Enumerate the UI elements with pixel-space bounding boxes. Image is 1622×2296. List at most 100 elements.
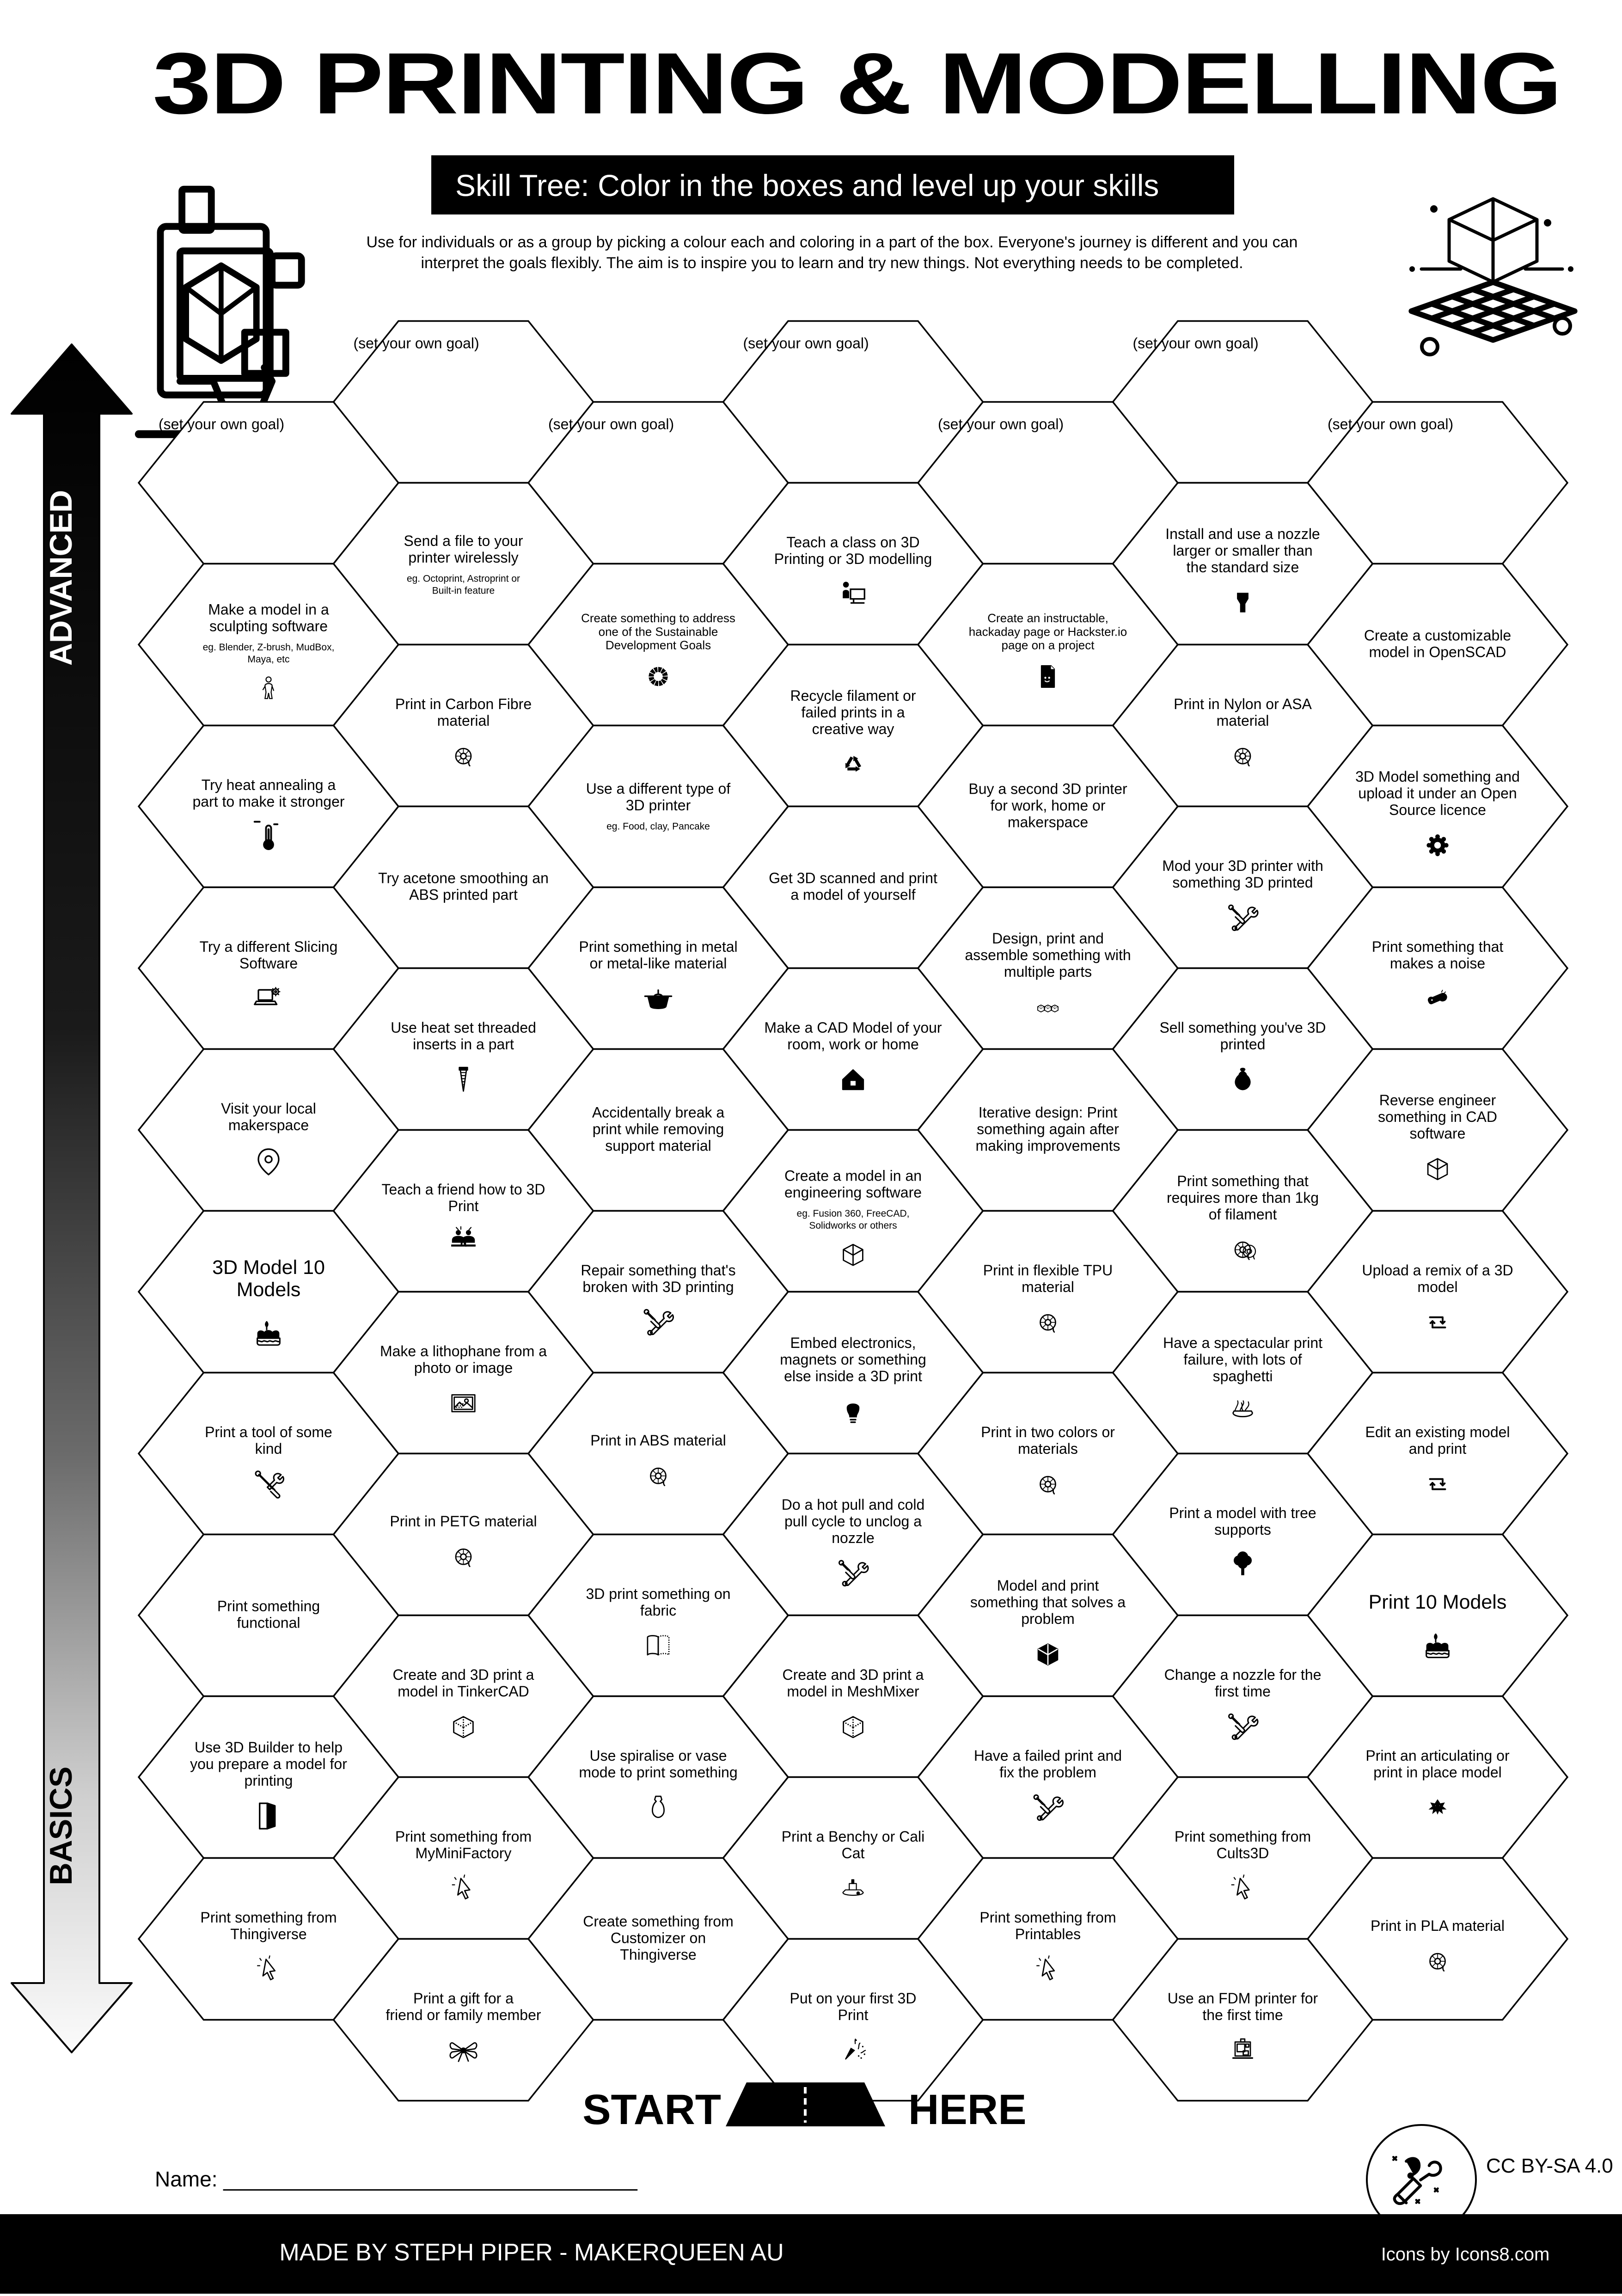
svg-text:Accidentally break a: Accidentally break a (592, 1104, 725, 1121)
svg-text:model in OpenSCAD: model in OpenSCAD (1369, 643, 1506, 660)
svg-text:fix the problem: fix the problem (999, 1764, 1096, 1781)
svg-text:Customizer on: Customizer on (611, 1930, 706, 1947)
svg-text:Edit an existing model: Edit an existing model (1365, 1424, 1510, 1440)
svg-text:Software: Software (239, 955, 298, 972)
svg-text:Print a Benchy or Cali: Print a Benchy or Cali (782, 1828, 924, 1845)
svg-text:engineering software: engineering software (784, 1184, 922, 1200)
svg-text:model in TinkerCAD: model in TinkerCAD (398, 1683, 529, 1700)
svg-text:Make a lithophane from a: Make a lithophane from a (380, 1343, 547, 1359)
svg-text:Source licence: Source licence (1389, 802, 1486, 818)
svg-text:Try a different Slicing: Try a different Slicing (200, 938, 338, 955)
svg-text:first time: first time (1215, 1683, 1271, 1700)
svg-text:HERE: HERE (908, 2086, 1027, 2133)
svg-text:sculpting software: sculpting software (209, 618, 328, 634)
svg-text:3D print something on: 3D print something on (586, 1586, 730, 1602)
svg-text:Printing or 3D modelling: Printing or 3D modelling (774, 551, 932, 567)
svg-text:Have a failed print and: Have a failed print and (974, 1747, 1122, 1764)
svg-text:functional: functional (237, 1614, 300, 1631)
svg-text:hackaday page or Hackster.io: hackaday page or Hackster.io (969, 625, 1127, 638)
svg-text:support material: support material (605, 1137, 711, 1154)
svg-text:Print something from: Print something from (395, 1828, 532, 1845)
svg-text:3D Model something and: 3D Model something and (1355, 768, 1520, 785)
svg-text:Upload a remix of a 3D: Upload a remix of a 3D (1362, 1262, 1513, 1279)
svg-text:makes a noise: makes a noise (1390, 955, 1485, 972)
svg-text:assemble something with: assemble something with (965, 947, 1131, 963)
svg-text:or metal-like material: or metal-like material (590, 955, 727, 972)
svg-text:makerspace: makerspace (228, 1117, 309, 1133)
svg-text:Built-in feature: Built-in feature (432, 586, 495, 596)
svg-text:broken with 3D printing: broken with 3D printing (582, 1279, 734, 1295)
svg-text:Design, print and: Design, print and (992, 930, 1104, 947)
svg-text:Print something: Print something (217, 1598, 320, 1615)
svg-text:(set your own goal): (set your own goal) (1133, 335, 1259, 352)
svg-text:(set your own goal): (set your own goal) (743, 335, 869, 352)
svg-text:pull cycle to unclog a: pull cycle to unclog a (784, 1513, 922, 1530)
svg-text:Maya, etc: Maya, etc (247, 654, 289, 665)
svg-text:eg. Octoprint, Astroprint or: eg. Octoprint, Astroprint or (407, 574, 520, 584)
svg-text:material: material (1022, 1279, 1074, 1295)
svg-text:Print a gift for a: Print a gift for a (413, 1990, 514, 2007)
svg-text:a model of yourself: a model of yourself (790, 886, 915, 903)
svg-text:printer wirelessly: printer wirelessly (408, 549, 518, 566)
svg-text:Use heat set threaded: Use heat set threaded (391, 1019, 536, 1036)
svg-text:Icons by Icons8.com: Icons by Icons8.com (1381, 2244, 1550, 2265)
svg-text:problem: problem (1021, 1610, 1075, 1627)
svg-text:Buy a second 3D printer: Buy a second 3D printer (968, 781, 1127, 797)
svg-text:inserts in a part: inserts in a part (413, 1036, 514, 1053)
svg-text:ADVANCED: ADVANCED (43, 490, 79, 666)
svg-text:3D printer: 3D printer (626, 797, 691, 814)
svg-text:Reverse engineer: Reverse engineer (1379, 1092, 1496, 1108)
svg-text:Recycle filament or: Recycle filament or (790, 687, 916, 704)
svg-text:(set your own goal): (set your own goal) (159, 416, 284, 433)
svg-text:Embed electronics,: Embed electronics, (790, 1335, 916, 1351)
svg-text:Print in PETG material: Print in PETG material (390, 1513, 537, 1530)
svg-text:Change a nozzle for the: Change a nozzle for the (1164, 1666, 1322, 1683)
svg-text:multiple parts: multiple parts (1004, 963, 1092, 980)
svg-text:materials: materials (1018, 1440, 1078, 1457)
svg-text:something again after: something again after (977, 1121, 1119, 1138)
svg-text:eg. Blender, Z-brush, MudBox,: eg. Blender, Z-brush, MudBox, (203, 642, 335, 653)
svg-text:Print: Print (838, 2007, 869, 2023)
svg-text:Print a model with tree: Print a model with tree (1169, 1505, 1316, 1521)
svg-text:Sell something you've 3D: Sell something you've 3D (1159, 1019, 1326, 1036)
svg-text:interpret the goals flexibly.: interpret the goals flexibly. The aim is… (421, 254, 1243, 272)
svg-text:Mod your 3D printer with: Mod your 3D printer with (1162, 857, 1323, 874)
svg-text:Use a different type of: Use a different type of (586, 780, 731, 797)
svg-text:material: material (437, 712, 490, 729)
svg-text:Try acetone smoothing an: Try acetone smoothing an (378, 870, 549, 887)
svg-text:Create something from: Create something from (583, 1913, 733, 1930)
svg-text:photo or image: photo or image (414, 1359, 513, 1376)
svg-text:Thingiverse: Thingiverse (620, 1946, 696, 1963)
svg-text:Print in flexible TPU: Print in flexible TPU (983, 1262, 1113, 1279)
svg-text:MADE BY STEPH PIPER - MAKE: MADE BY STEPH PIPER - MAKERQUEEN AU (279, 2239, 783, 2266)
svg-text:Print something that: Print something that (1177, 1173, 1309, 1189)
svg-text:$: $ (1241, 1077, 1245, 1084)
svg-text:Visit your local: Visit your local (221, 1100, 316, 1117)
svg-text:Solidworks or others: Solidworks or others (809, 1220, 897, 1231)
svg-text:nozzle: nozzle (832, 1530, 875, 1546)
svg-text:room, work or home: room, work or home (787, 1036, 919, 1053)
svg-text:3D PRINTING & MODELLING: 3D PRINTING & MODELLING (153, 35, 1561, 132)
svg-text:printing: printing (245, 1772, 293, 1789)
svg-text:3D Model 10: 3D Model 10 (212, 1256, 325, 1279)
svg-text:something in CAD: something in CAD (1378, 1108, 1497, 1125)
svg-text:Print in two colors or: Print in two colors or (981, 1424, 1115, 1440)
svg-text:Name: ________________________: Name: __________________________________… (155, 2167, 638, 2191)
svg-text:Cults3D: Cults3D (1217, 1845, 1269, 1861)
svg-text:Make a CAD Model of your: Make a CAD Model of your (764, 1019, 942, 1036)
svg-text:one of the Sustainable: one of the Sustainable (599, 625, 718, 638)
svg-text:(set your own goal): (set your own goal) (354, 335, 479, 352)
svg-text:friend or family member: friend or family member (386, 2007, 541, 2023)
svg-text:of filament: of filament (1209, 1206, 1277, 1223)
svg-text:(set your own goal): (set your own goal) (548, 416, 674, 433)
svg-text:Print in ABS material: Print in ABS material (590, 1432, 726, 1449)
svg-text:failed prints in a: failed prints in a (801, 704, 905, 721)
svg-text:something 3D printed: something 3D printed (1172, 874, 1313, 891)
svg-text:you prepare a model for: you prepare a model for (190, 1756, 347, 1772)
svg-text:BASICS: BASICS (43, 1767, 79, 1886)
svg-text:Do a hot pull and cold: Do a hot pull and cold (782, 1496, 925, 1513)
svg-text:Try heat annealing a: Try heat annealing a (202, 777, 336, 793)
svg-text:software: software (1410, 1125, 1466, 1142)
svg-text:Skill Tree: Color in the boxe: Skill Tree: Color in the boxes and level… (455, 168, 1159, 202)
svg-text:Install and use a nozzle: Install and use a nozzle (1165, 526, 1320, 542)
